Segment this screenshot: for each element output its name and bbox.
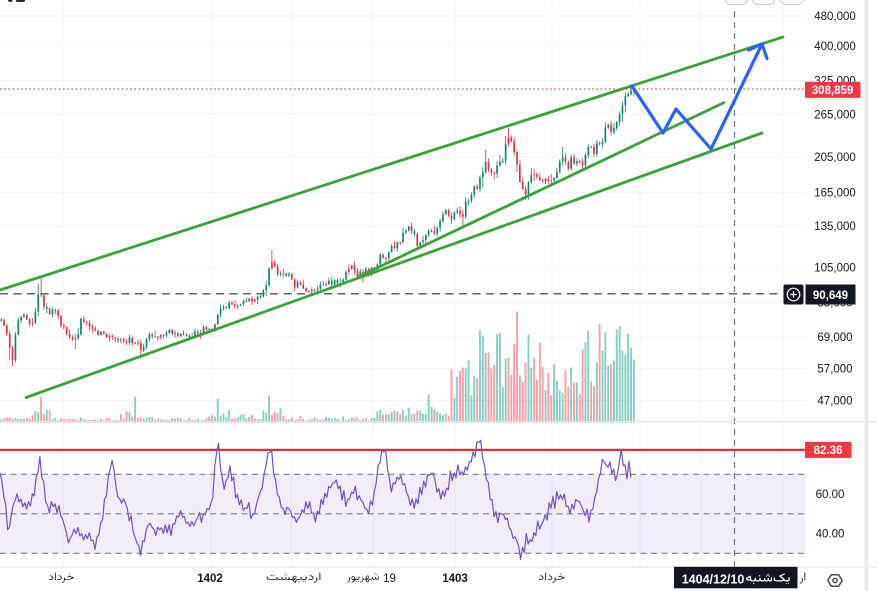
svg-text:480,000: 480,000 <box>814 11 856 23</box>
svg-text:40.00: 40.00 <box>816 529 845 541</box>
svg-text:135,000: 135,000 <box>814 221 856 233</box>
svg-text:1403: 1403 <box>442 573 468 585</box>
svg-text:57,000: 57,000 <box>817 364 852 376</box>
svg-text:82.36: 82.36 <box>814 445 843 457</box>
svg-text:105,000: 105,000 <box>814 263 856 275</box>
svg-text:1404/12/10: 1404/12/10 <box>682 573 745 587</box>
svg-text:90,649: 90,649 <box>813 290 848 302</box>
svg-text:47,000: 47,000 <box>817 396 852 408</box>
svg-text:165,000: 165,000 <box>814 188 856 200</box>
svg-text:205,000: 205,000 <box>814 152 856 164</box>
svg-text:1402: 1402 <box>197 573 223 585</box>
svg-text:265,000: 265,000 <box>814 109 856 121</box>
svg-text:308,859: 308,859 <box>812 85 854 97</box>
svg-text:19: 19 <box>383 573 396 585</box>
svg-text:60.00: 60.00 <box>816 489 845 501</box>
svg-text:69,000: 69,000 <box>817 332 852 344</box>
svg-text:400,000: 400,000 <box>814 41 856 53</box>
